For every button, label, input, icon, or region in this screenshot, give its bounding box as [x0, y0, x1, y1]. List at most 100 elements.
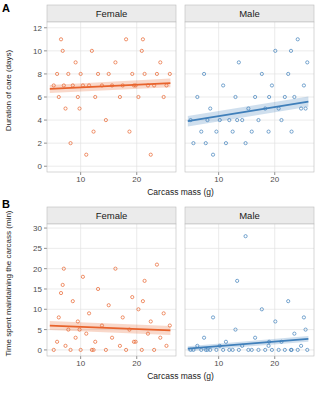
point [149, 320, 152, 323]
point [140, 49, 143, 52]
facet-title: Female [96, 8, 128, 19]
point [114, 267, 117, 270]
point [90, 49, 93, 52]
tick-mark [44, 268, 47, 269]
point [222, 348, 225, 351]
grid-line [218, 224, 219, 356]
y-tick-label: 12 [33, 24, 42, 33]
tick-mark [44, 27, 47, 28]
point [260, 72, 263, 75]
point [202, 336, 205, 339]
point [59, 291, 62, 294]
grid-line [185, 73, 314, 74]
point [85, 332, 88, 335]
grid-line [47, 27, 176, 28]
y-axis-title: Time spent maintaining the carcass (min) [4, 210, 13, 356]
point [121, 316, 124, 319]
grid-line [47, 143, 176, 144]
y-tick-label: 10 [33, 305, 42, 314]
point [289, 348, 292, 351]
point [280, 118, 283, 121]
point [137, 308, 140, 311]
panel-letter: A [2, 2, 10, 14]
point [244, 235, 247, 238]
point [196, 95, 199, 98]
point [254, 336, 257, 339]
point [247, 348, 250, 351]
point [76, 95, 79, 98]
point [236, 118, 239, 121]
point [270, 84, 273, 87]
y-tick-label: 15 [33, 285, 42, 294]
marks [188, 235, 309, 352]
point [204, 142, 207, 145]
tick-mark [44, 329, 47, 330]
grid-line [80, 22, 81, 172]
x-tick-label: 10 [214, 359, 223, 368]
point [287, 300, 290, 303]
point [67, 72, 70, 75]
point [128, 130, 131, 133]
point [64, 107, 67, 110]
grid-line [185, 309, 314, 310]
grid-line [185, 288, 314, 289]
point [254, 95, 257, 98]
facet-strip [47, 5, 176, 22]
facet-title: Male [239, 8, 260, 19]
grid-line [47, 120, 176, 121]
point [234, 328, 237, 331]
point [302, 84, 305, 87]
grid-line [185, 329, 314, 330]
plot-frame [47, 22, 176, 172]
point [202, 72, 205, 75]
y-tick-label: 25 [33, 244, 42, 253]
point [224, 142, 227, 145]
confidence-band [50, 79, 171, 93]
point [96, 72, 99, 75]
figure: ADuration of care (days)Carcass mass (g)… [0, 0, 319, 400]
point [143, 72, 146, 75]
point [306, 348, 309, 351]
y-tick-label: 5 [38, 326, 43, 335]
point [71, 300, 74, 303]
point [289, 49, 292, 52]
grid-line [47, 228, 176, 229]
point [293, 332, 296, 335]
x-tick-label: 10 [76, 359, 85, 368]
point [57, 95, 60, 98]
point [107, 72, 110, 75]
point [143, 279, 146, 282]
point [114, 61, 117, 64]
grid-line [185, 50, 314, 51]
point [140, 348, 143, 351]
point [290, 130, 293, 133]
grid-line [185, 97, 314, 98]
point [234, 95, 237, 98]
point [300, 344, 303, 347]
y-tick-label: 0 [38, 162, 43, 171]
tick-mark [44, 50, 47, 51]
point [215, 130, 218, 133]
y-axis-title: Duration of care (days) [4, 49, 13, 131]
point [231, 130, 234, 133]
grid-line [274, 22, 275, 172]
point [237, 348, 240, 351]
grid-line [47, 288, 176, 289]
point [159, 61, 162, 64]
point [94, 340, 97, 343]
grid-line [185, 228, 314, 229]
point [241, 118, 244, 121]
tick-mark [44, 97, 47, 98]
point [96, 287, 99, 290]
point [250, 348, 253, 351]
grid-line [47, 73, 176, 74]
marks [50, 263, 172, 351]
point [92, 348, 95, 351]
tick-mark [44, 228, 47, 229]
point [270, 348, 273, 351]
point [59, 38, 62, 41]
confidence-band [50, 321, 171, 335]
point [124, 38, 127, 41]
plot-area [47, 22, 176, 172]
point [61, 283, 64, 286]
